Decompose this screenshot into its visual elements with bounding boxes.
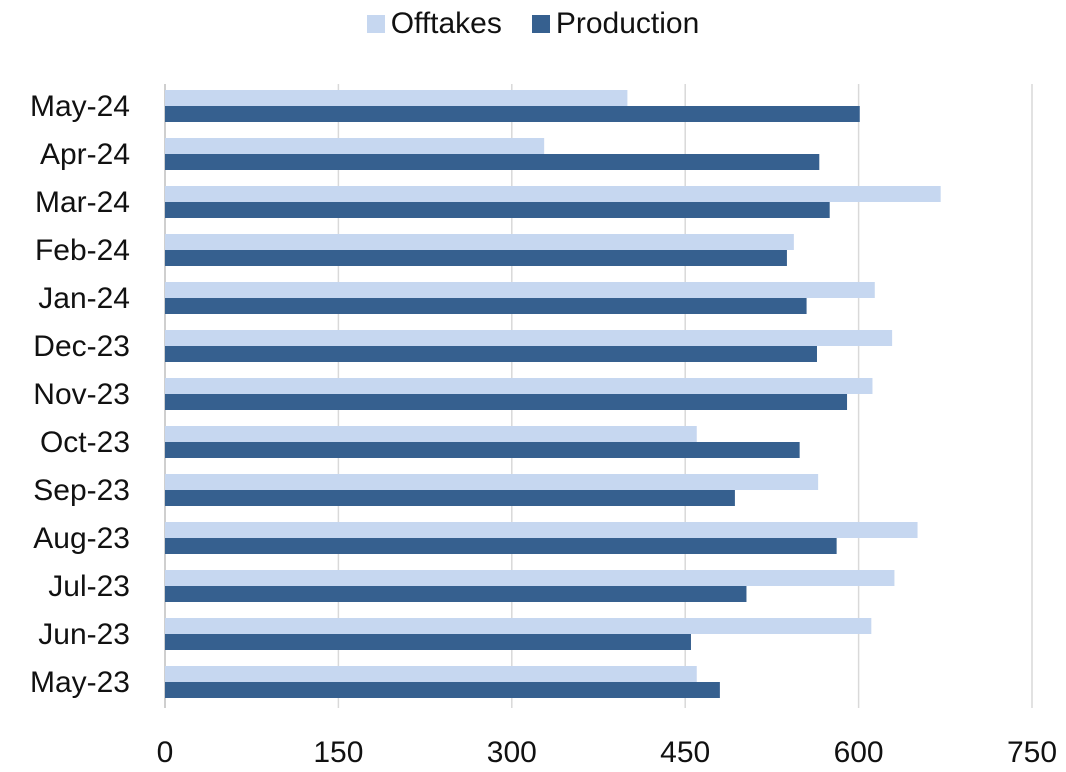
y-category-label-jul-23: Jul-23 xyxy=(48,570,130,603)
bar-offtakes-jul-23 xyxy=(165,570,895,586)
y-category-label-apr-24: Apr-24 xyxy=(40,138,130,171)
bar-offtakes-sep-23 xyxy=(165,474,819,490)
bar-offtakes-feb-24 xyxy=(165,234,794,250)
bar-offtakes-dec-23 xyxy=(165,330,893,346)
x-tick-label-150: 150 xyxy=(313,736,363,769)
legend-label-offtakes: Offtakes xyxy=(390,7,502,40)
bar-offtakes-nov-23 xyxy=(165,378,873,394)
bar-production-sep-23 xyxy=(165,490,735,506)
bar-production-mar-24 xyxy=(165,202,830,218)
bar-production-may-24 xyxy=(165,106,860,122)
bar-offtakes-may-23 xyxy=(165,666,697,682)
bar-offtakes-apr-24 xyxy=(165,138,545,154)
legend-label-production: Production xyxy=(555,7,700,40)
legend: Offtakes Production xyxy=(0,2,1066,46)
y-category-label-feb-24: Feb-24 xyxy=(35,234,130,267)
y-category-label-aug-23: Aug-23 xyxy=(33,522,130,555)
bar-production-apr-24 xyxy=(165,154,820,170)
x-tick-label-450: 450 xyxy=(660,736,710,769)
bar-production-jul-23 xyxy=(165,586,747,602)
legend-swatch-offtakes xyxy=(366,15,385,33)
bar-offtakes-jun-23 xyxy=(165,618,872,634)
x-tick-label-600: 600 xyxy=(834,736,884,769)
y-category-label-oct-23: Oct-23 xyxy=(40,426,130,459)
y-category-label-jan-24: Jan-24 xyxy=(38,282,130,315)
y-category-label-sep-23: Sep-23 xyxy=(33,474,130,507)
bar-production-may-23 xyxy=(165,682,720,698)
bar-production-nov-23 xyxy=(165,394,848,410)
y-category-label-may-23: May-23 xyxy=(30,666,130,699)
legend-swatch-production xyxy=(531,15,550,33)
bar-offtakes-jan-24 xyxy=(165,282,875,298)
bars xyxy=(165,90,941,698)
x-axis-labels: 0 150 300 450 600 750 xyxy=(157,736,1057,769)
legend-item-offtakes: Offtakes xyxy=(366,7,502,41)
legend-item-production: Production xyxy=(531,7,700,41)
y-category-label-mar-24: Mar-24 xyxy=(35,186,130,219)
y-category-label-jun-23: Jun-23 xyxy=(38,618,130,651)
bar-production-dec-23 xyxy=(165,346,817,362)
x-tick-label-750: 750 xyxy=(1007,736,1057,769)
bar-offtakes-mar-24 xyxy=(165,186,941,202)
y-category-label-nov-23: Nov-23 xyxy=(33,378,130,411)
bar-production-feb-24 xyxy=(165,250,787,266)
x-tick-label-300: 300 xyxy=(487,736,537,769)
bar-offtakes-aug-23 xyxy=(165,522,918,538)
bar-production-aug-23 xyxy=(165,538,837,554)
bar-production-jan-24 xyxy=(165,298,807,314)
y-category-label-may-24: May-24 xyxy=(30,90,130,123)
bar-offtakes-oct-23 xyxy=(165,426,697,442)
bar-production-jun-23 xyxy=(165,634,691,650)
y-category-label-dec-23: Dec-23 xyxy=(33,330,130,363)
bar-production-oct-23 xyxy=(165,442,800,458)
y-axis-labels: May-24 Apr-24 Mar-24 Feb-24 Jan-24 Dec-23 Nov-… xyxy=(30,90,130,699)
x-tick-label-0: 0 xyxy=(157,736,174,769)
bar-offtakes-may-24 xyxy=(165,90,628,106)
